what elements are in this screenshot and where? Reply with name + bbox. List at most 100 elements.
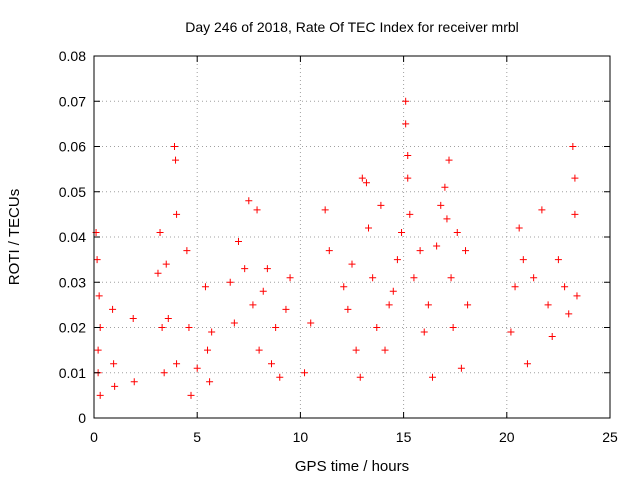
- x-tick-label: 20: [499, 429, 515, 445]
- data-point: [93, 256, 101, 264]
- x-tick-label: 5: [193, 429, 201, 445]
- data-point: [544, 301, 552, 309]
- data-point: [565, 310, 573, 318]
- chart-title: Day 246 of 2018, Rate Of TEC Index for r…: [185, 19, 519, 35]
- data-point: [424, 301, 432, 309]
- data-point: [365, 224, 373, 232]
- y-tick-label: 0.08: [59, 48, 86, 64]
- data-point: [356, 373, 364, 381]
- data-point: [377, 201, 385, 209]
- data-point: [369, 274, 377, 282]
- data-point: [416, 247, 424, 255]
- data-point: [554, 256, 562, 264]
- y-tick-labels: 0 0.01 0.02 0.03 0.04 0.05 0.06 0.07 0.08: [59, 48, 86, 426]
- data-point: [511, 283, 519, 291]
- data-point: [464, 301, 472, 309]
- data-point: [538, 206, 546, 214]
- data-point: [420, 328, 428, 336]
- data-point: [96, 391, 104, 399]
- data-point: [428, 373, 436, 381]
- data-point: [255, 346, 263, 354]
- data-point: [358, 174, 366, 182]
- data-point: [204, 346, 212, 354]
- data-point: [154, 269, 162, 277]
- data-point: [170, 143, 178, 150]
- data-point: [234, 238, 242, 246]
- data-point: [340, 283, 348, 291]
- data-point: [95, 292, 103, 300]
- data-point: [249, 301, 257, 309]
- data-point: [507, 328, 515, 336]
- data-point: [253, 206, 261, 214]
- data-point: [241, 265, 249, 273]
- data-point: [449, 324, 457, 331]
- x-tick-label: 10: [293, 429, 309, 445]
- data-point: [404, 152, 412, 160]
- data-point: [398, 228, 406, 236]
- grid-lines: [94, 56, 610, 418]
- y-tick-label: 0.06: [59, 139, 86, 155]
- data-point: [410, 274, 418, 282]
- data-point: [569, 143, 577, 150]
- data-point: [402, 97, 410, 105]
- data-point: [437, 201, 445, 209]
- data-point: [109, 305, 117, 313]
- data-point: [447, 274, 455, 282]
- data-point: [462, 247, 470, 255]
- x-tick-label: 25: [602, 429, 618, 445]
- y-tick-label: 0.01: [59, 365, 86, 381]
- data-point: [272, 324, 280, 331]
- data-point: [406, 210, 414, 218]
- data-point: [226, 278, 234, 286]
- data-points: [92, 97, 581, 399]
- data-point: [441, 183, 449, 191]
- data-point: [193, 364, 201, 372]
- data-point: [183, 247, 191, 255]
- data-point: [162, 260, 170, 268]
- data-point: [433, 242, 441, 250]
- data-point: [172, 156, 180, 164]
- data-point: [160, 369, 168, 377]
- data-point: [457, 364, 465, 372]
- data-point: [110, 360, 118, 368]
- y-tick-label: 0.07: [59, 93, 86, 109]
- y-tick-label: 0.03: [59, 274, 86, 290]
- axis-ticks: [93, 55, 611, 419]
- data-point: [129, 314, 137, 322]
- data-point: [348, 260, 356, 268]
- y-tick-label: 0.04: [59, 229, 86, 245]
- y-tick-label: 0.05: [59, 184, 86, 200]
- data-point: [301, 369, 309, 377]
- data-point: [402, 120, 410, 128]
- data-point: [187, 391, 195, 399]
- data-point: [571, 174, 579, 182]
- data-point: [530, 274, 538, 282]
- data-point: [573, 292, 581, 300]
- data-point: [453, 228, 461, 236]
- data-point: [321, 206, 329, 214]
- data-point: [111, 382, 119, 390]
- data-point: [548, 333, 556, 341]
- data-point: [523, 360, 531, 368]
- x-axis-title: GPS time / hours: [295, 458, 409, 475]
- y-axis-title: ROTI / TECUs: [6, 189, 23, 285]
- data-point: [245, 197, 253, 205]
- data-point: [259, 287, 267, 295]
- data-point: [208, 328, 216, 336]
- data-point: [276, 373, 284, 381]
- data-point: [268, 360, 276, 368]
- data-point: [385, 301, 393, 309]
- data-point: [307, 319, 315, 327]
- x-tick-label: 0: [90, 429, 98, 445]
- data-point: [263, 265, 271, 273]
- data-point: [404, 174, 412, 182]
- data-point: [201, 283, 209, 291]
- data-point: [443, 215, 451, 223]
- data-point: [373, 324, 381, 331]
- data-point: [286, 274, 294, 282]
- y-tick-label: 0.02: [59, 320, 86, 336]
- data-point: [230, 319, 238, 327]
- data-point: [561, 283, 569, 291]
